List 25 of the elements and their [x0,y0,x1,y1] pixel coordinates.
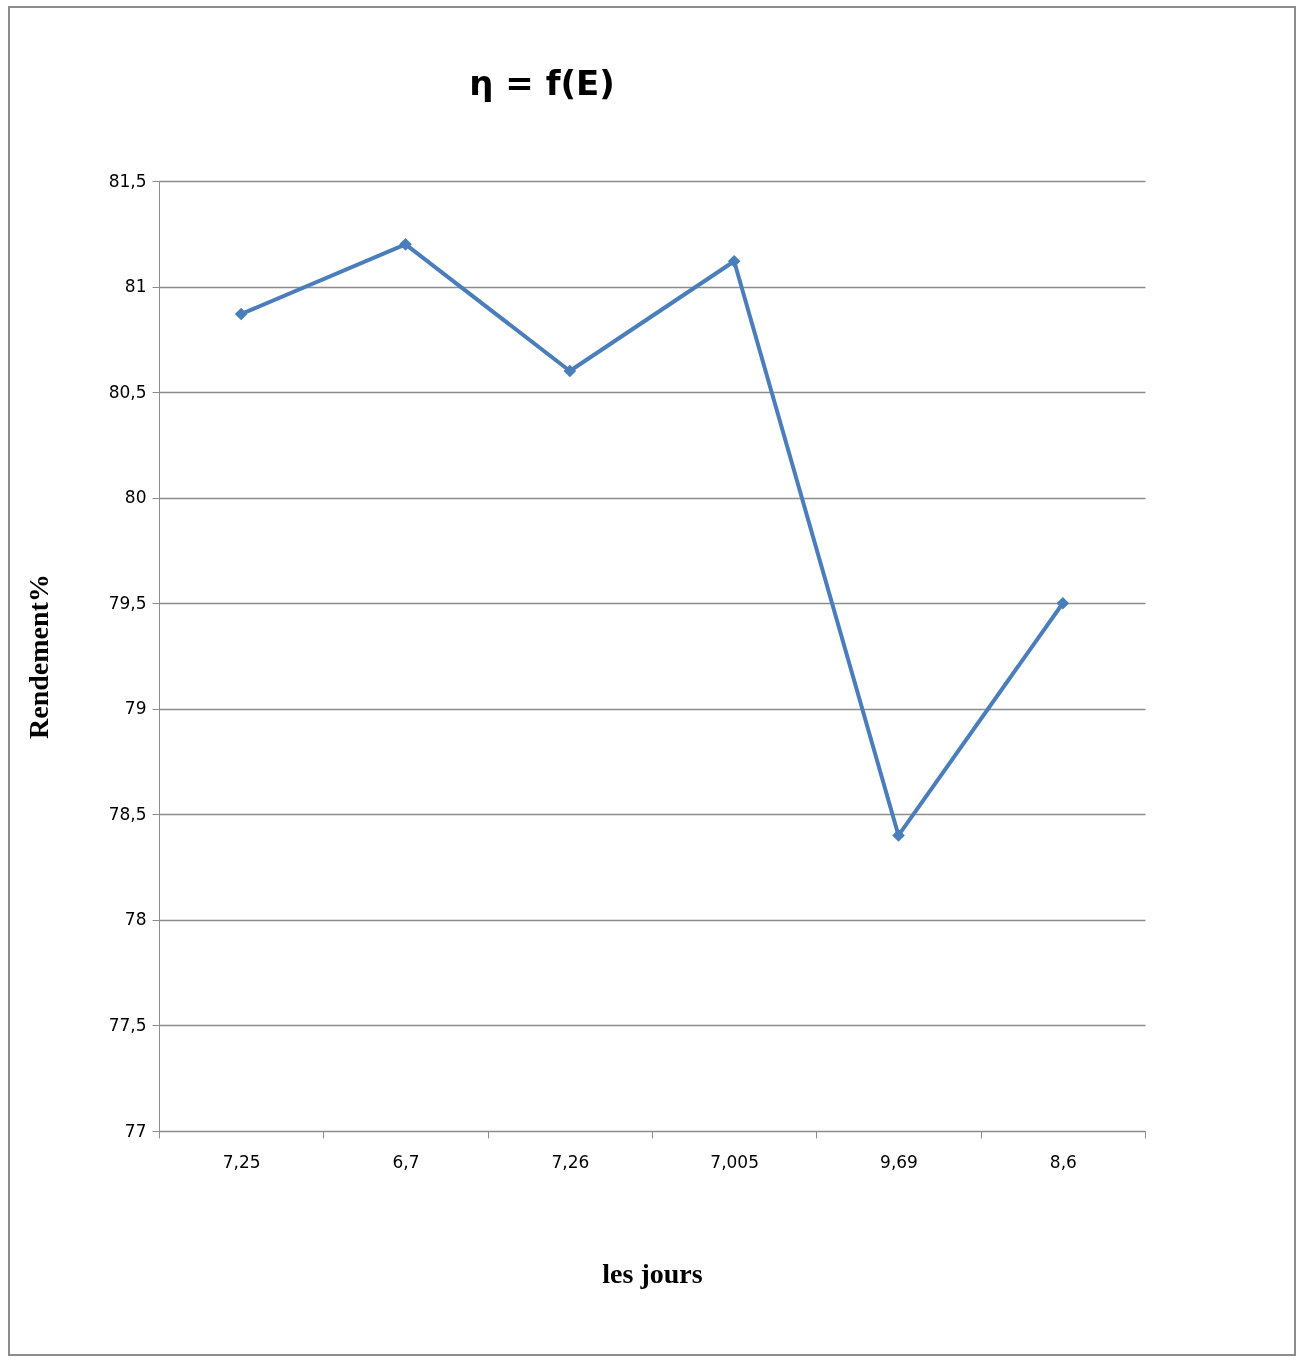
y-tick-label: 77 [124,1120,147,1141]
y-axis-title: Rendement% [22,574,54,739]
x-tick-label: 6,7 [392,1151,420,1172]
point [892,829,905,842]
chart-title: η = f(E) [469,63,615,103]
y-tick-label: 80,5 [108,381,147,402]
x-tick-label: 9,69 [880,1151,918,1172]
y-tick-label: 79,5 [108,592,147,613]
y-tick-label: 81 [124,276,147,297]
y-tick-label: 78,5 [108,803,147,824]
point [1056,596,1070,610]
x-tick-label: 7,26 [551,1151,590,1172]
point [563,364,577,378]
y-tick-label: 78 [124,909,147,930]
point [234,307,248,321]
y-tick-label: 77,5 [108,1014,147,1035]
y-tick-label: 80 [124,487,147,508]
point [399,238,412,251]
x-tick-label: 8,6 [1049,1151,1077,1172]
point [727,254,741,268]
x-tick-label: 7,25 [222,1151,261,1172]
y-tick-label: 79 [124,698,147,719]
x-tick-label: 7,005 [710,1151,759,1172]
y-tick-label: 81,5 [108,170,147,191]
x-axis-title: les jours [602,1257,703,1289]
